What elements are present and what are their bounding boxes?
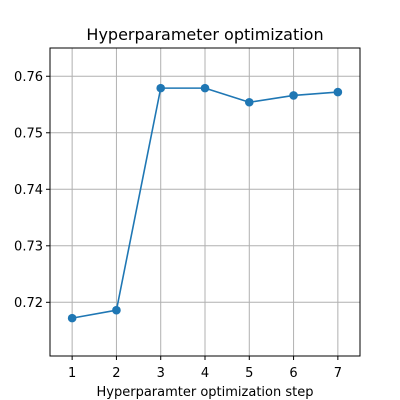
x-tick-label: 3 — [157, 366, 165, 381]
y-axis: 0.72 0.73 0.74 0.75 0.76 — [14, 70, 50, 311]
series-line — [67, 83, 343, 323]
x-tick-label: 2 — [112, 366, 120, 381]
x-axis: 1 2 3 4 5 6 7 — [68, 356, 342, 381]
x-tick-label: 1 — [68, 366, 76, 381]
y-tick-label: 0.75 — [14, 126, 43, 141]
data-point — [200, 83, 210, 93]
data-point — [289, 91, 298, 100]
y-tick-label: 0.74 — [14, 183, 43, 198]
y-tick-label: 0.72 — [14, 296, 43, 311]
data-point — [333, 87, 343, 97]
x-tick-label: 5 — [245, 366, 253, 381]
data-point — [244, 97, 254, 107]
data-point — [67, 313, 77, 323]
y-tick-label: 0.76 — [14, 70, 43, 85]
x-tick-label: 4 — [201, 366, 209, 381]
x-axis-label: Hyperparamter optimization step — [97, 385, 314, 400]
y-tick-label: 0.73 — [14, 239, 43, 254]
x-tick-label: 7 — [334, 366, 342, 381]
chart-title: Hyperparameter optimization — [86, 25, 323, 44]
data-point — [156, 83, 166, 93]
data-point — [112, 305, 121, 315]
x-tick-label: 6 — [289, 366, 297, 381]
